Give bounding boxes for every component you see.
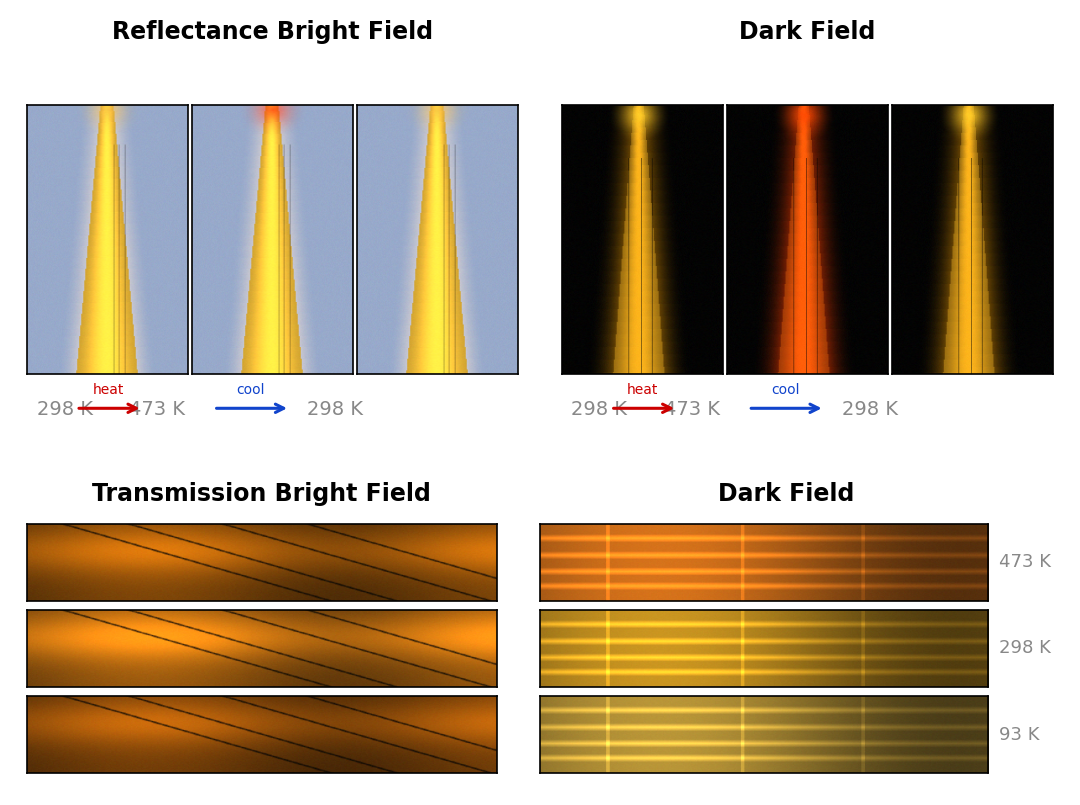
Text: heat: heat — [93, 383, 124, 397]
Text: Transmission Bright Field: Transmission Bright Field — [93, 482, 431, 506]
Text: Reflectance Bright Field: Reflectance Bright Field — [112, 20, 433, 44]
Text: 473 K: 473 K — [999, 553, 1051, 572]
Text: Dark Field: Dark Field — [739, 20, 876, 44]
Text: 298 K: 298 K — [999, 639, 1051, 658]
Text: 298 K: 298 K — [841, 400, 897, 419]
Text: cool: cool — [771, 383, 799, 397]
Text: cool: cool — [237, 383, 265, 397]
Text: 93 K: 93 K — [999, 725, 1039, 744]
Text: heat: heat — [627, 383, 659, 397]
Text: 473 K: 473 K — [664, 400, 720, 419]
Text: Dark Field: Dark Field — [718, 482, 854, 506]
Text: 298 K: 298 K — [37, 400, 93, 419]
Text: 473 K: 473 K — [130, 400, 186, 419]
Text: 298 K: 298 K — [571, 400, 627, 419]
Text: 298 K: 298 K — [307, 400, 363, 419]
